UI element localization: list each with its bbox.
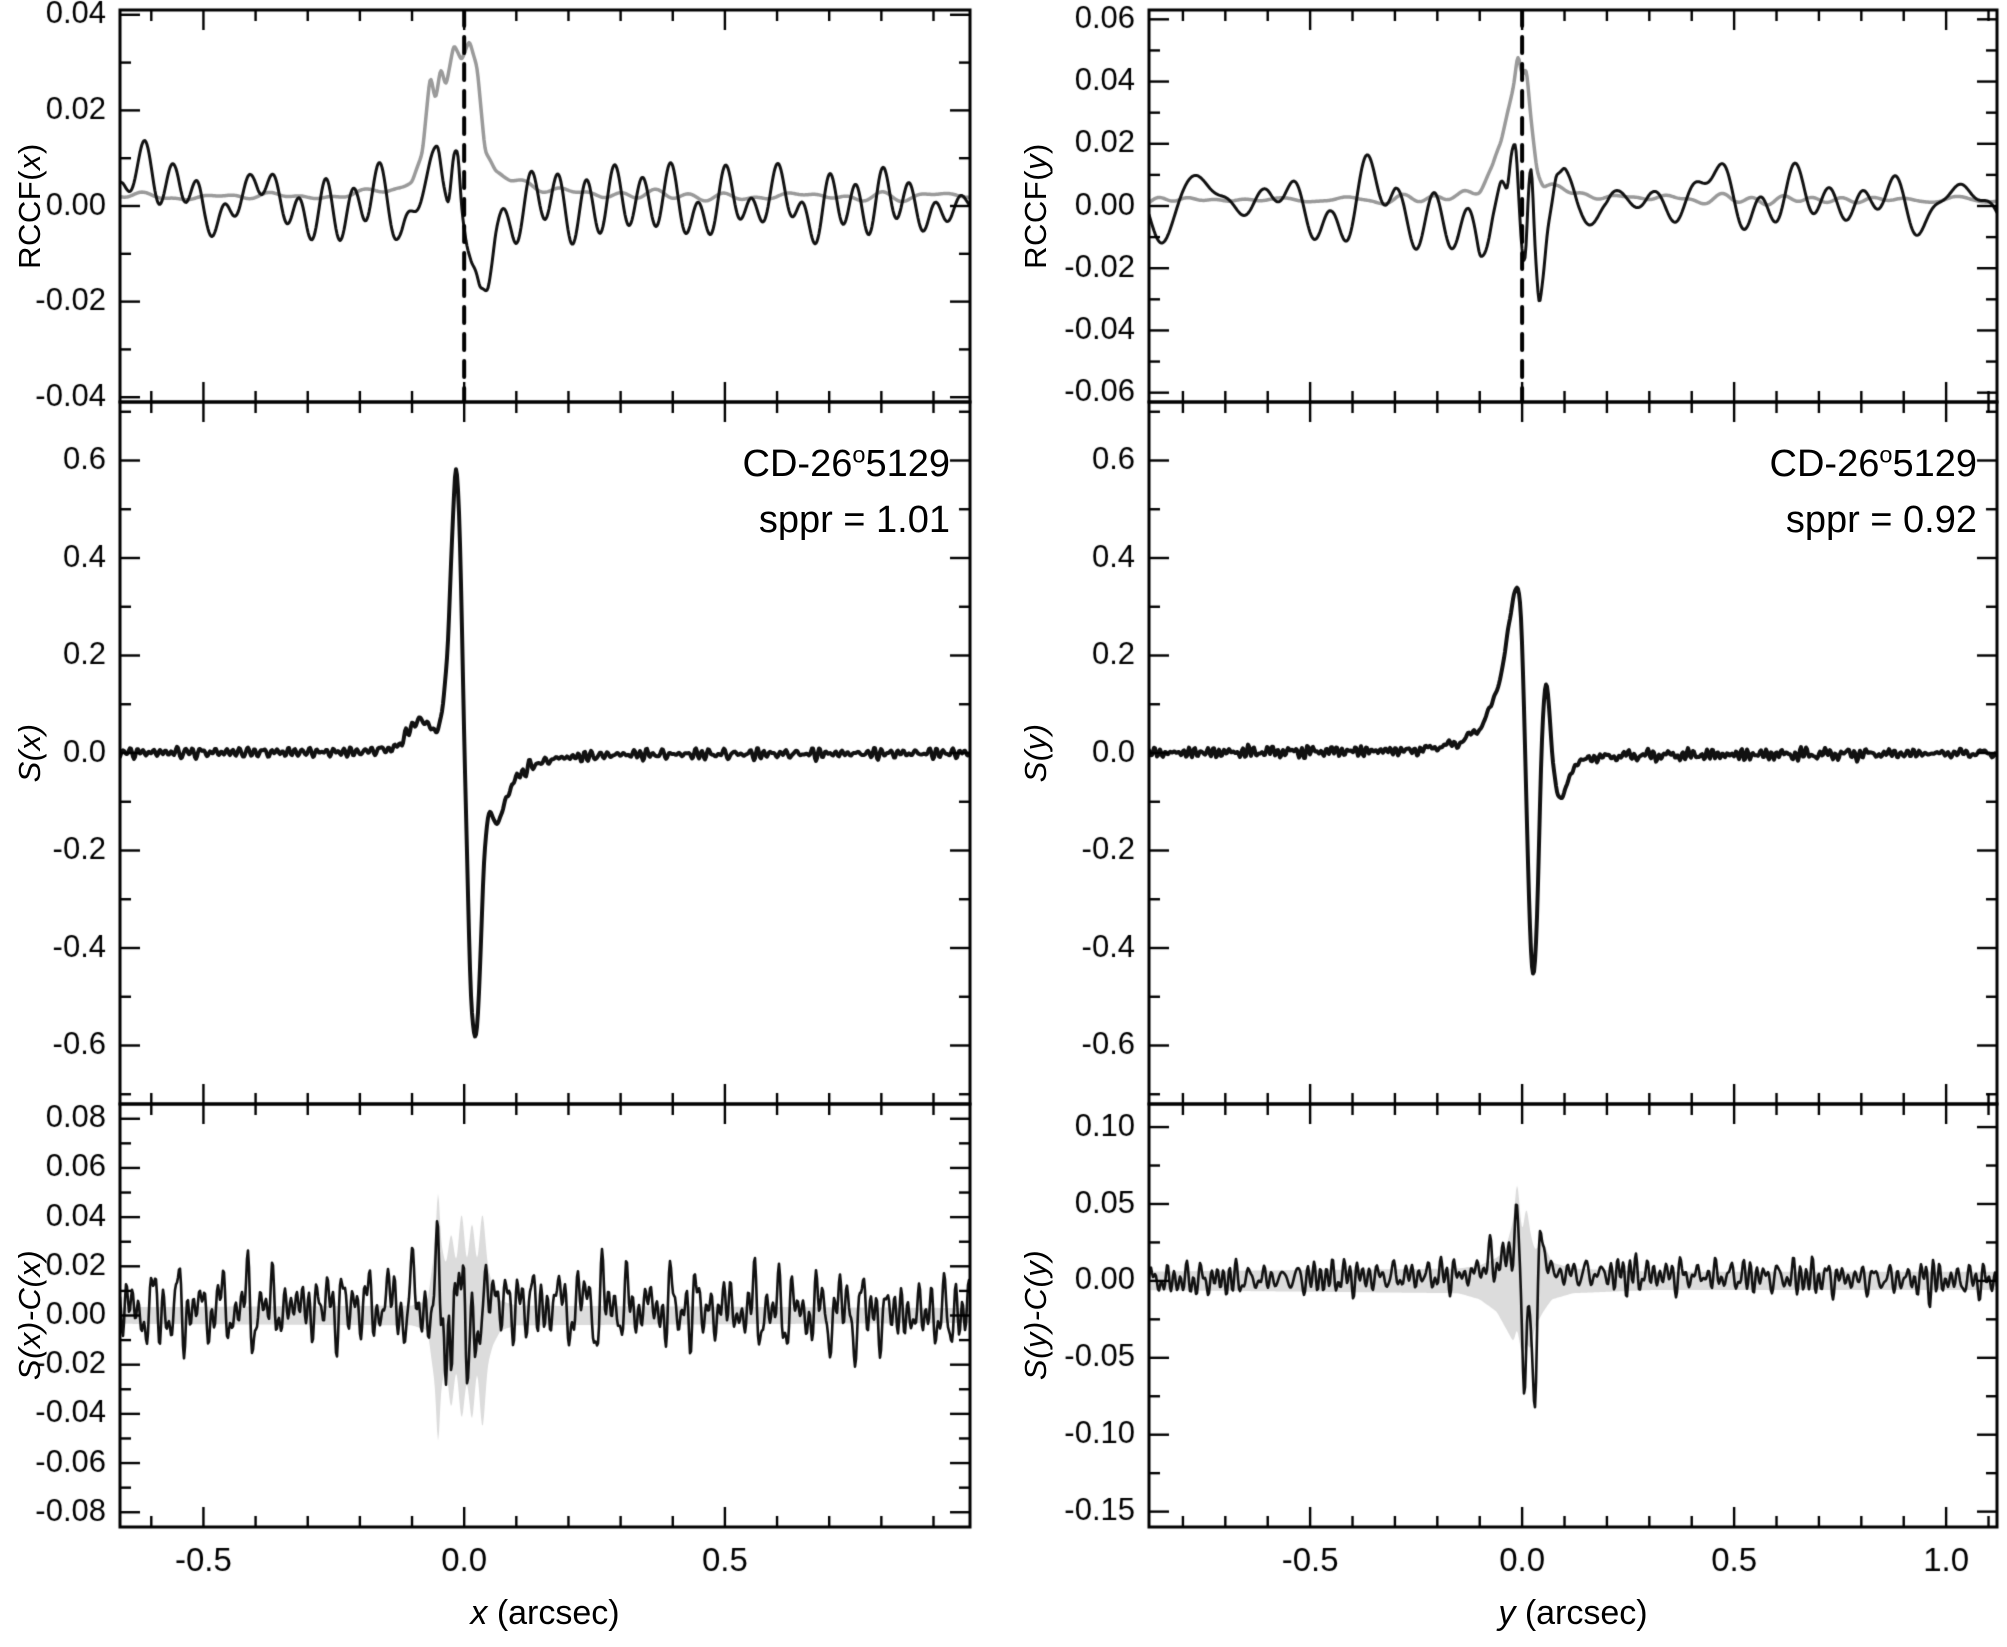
text-part: RCCF( [12, 169, 47, 269]
star-id: CD-26o5129 [743, 436, 950, 492]
annotation-right: CD-26o5129 sppr = 0.92 [1770, 436, 1977, 548]
xlabel-left: x (arcsec) [120, 1594, 970, 1633]
ylabel-s-x: S(x) [12, 724, 48, 783]
text-part: (arcsec) [487, 1594, 620, 1632]
text-part: y [1018, 153, 1053, 170]
sppr-value: sppr = 1.01 [758, 499, 950, 541]
text-part: 5129 [865, 443, 950, 485]
text-part: S(y) [1018, 723, 1053, 783]
xlabel-right: y (arcsec) [1149, 1594, 1997, 1633]
text-part: RCCF( [1018, 169, 1053, 269]
text-part: (arcsec) [1515, 1594, 1648, 1632]
text-part: y [1498, 1594, 1516, 1632]
text-part: 5129 [1892, 443, 1977, 485]
text-part: S(y)-C(y) [1018, 1249, 1053, 1381]
superscript: o [1879, 441, 1893, 468]
text-part: CD-26 [742, 443, 853, 485]
sppr-value: sppr = 0.92 [1785, 499, 1977, 541]
text-part: S(x) [12, 723, 47, 783]
text-part: ) [1018, 143, 1053, 154]
text-part: x [470, 1594, 488, 1632]
ylabel-rccf-y: RCCF(y) [1018, 143, 1054, 269]
annotation-left: CD-26o5129 sppr = 1.01 [743, 436, 950, 548]
text-part: S(x)-C(x) [12, 1249, 47, 1381]
text-part: ) [12, 143, 47, 154]
text-part: x [12, 153, 47, 170]
right-column-panels-canvas [1004, 0, 2007, 1647]
star-id: CD-26o5129 [1770, 436, 1977, 492]
left-column-panels-canvas [0, 0, 1004, 1647]
superscript: o [852, 441, 866, 468]
ylabel-residual-x: S(x)-C(x) [12, 1250, 48, 1380]
text-part: CD-26 [1769, 443, 1880, 485]
ylabel-rccf-x: RCCF(x) [12, 143, 48, 269]
ylabel-residual-y: S(y)-C(y) [1018, 1250, 1054, 1380]
ylabel-s-y: S(y) [1018, 724, 1054, 783]
